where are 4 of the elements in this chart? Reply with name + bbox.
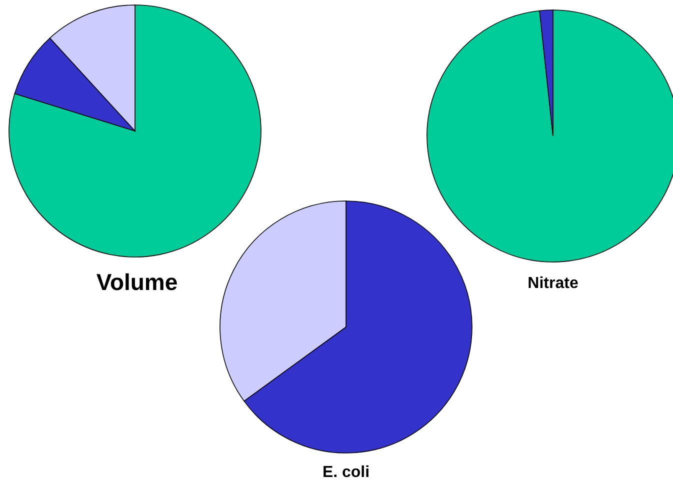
text: E. coli: [322, 464, 370, 481]
text: Nitrate: [528, 275, 578, 292]
pie-slice: [8, 4, 262, 258]
text: Volume: [96, 269, 178, 295]
